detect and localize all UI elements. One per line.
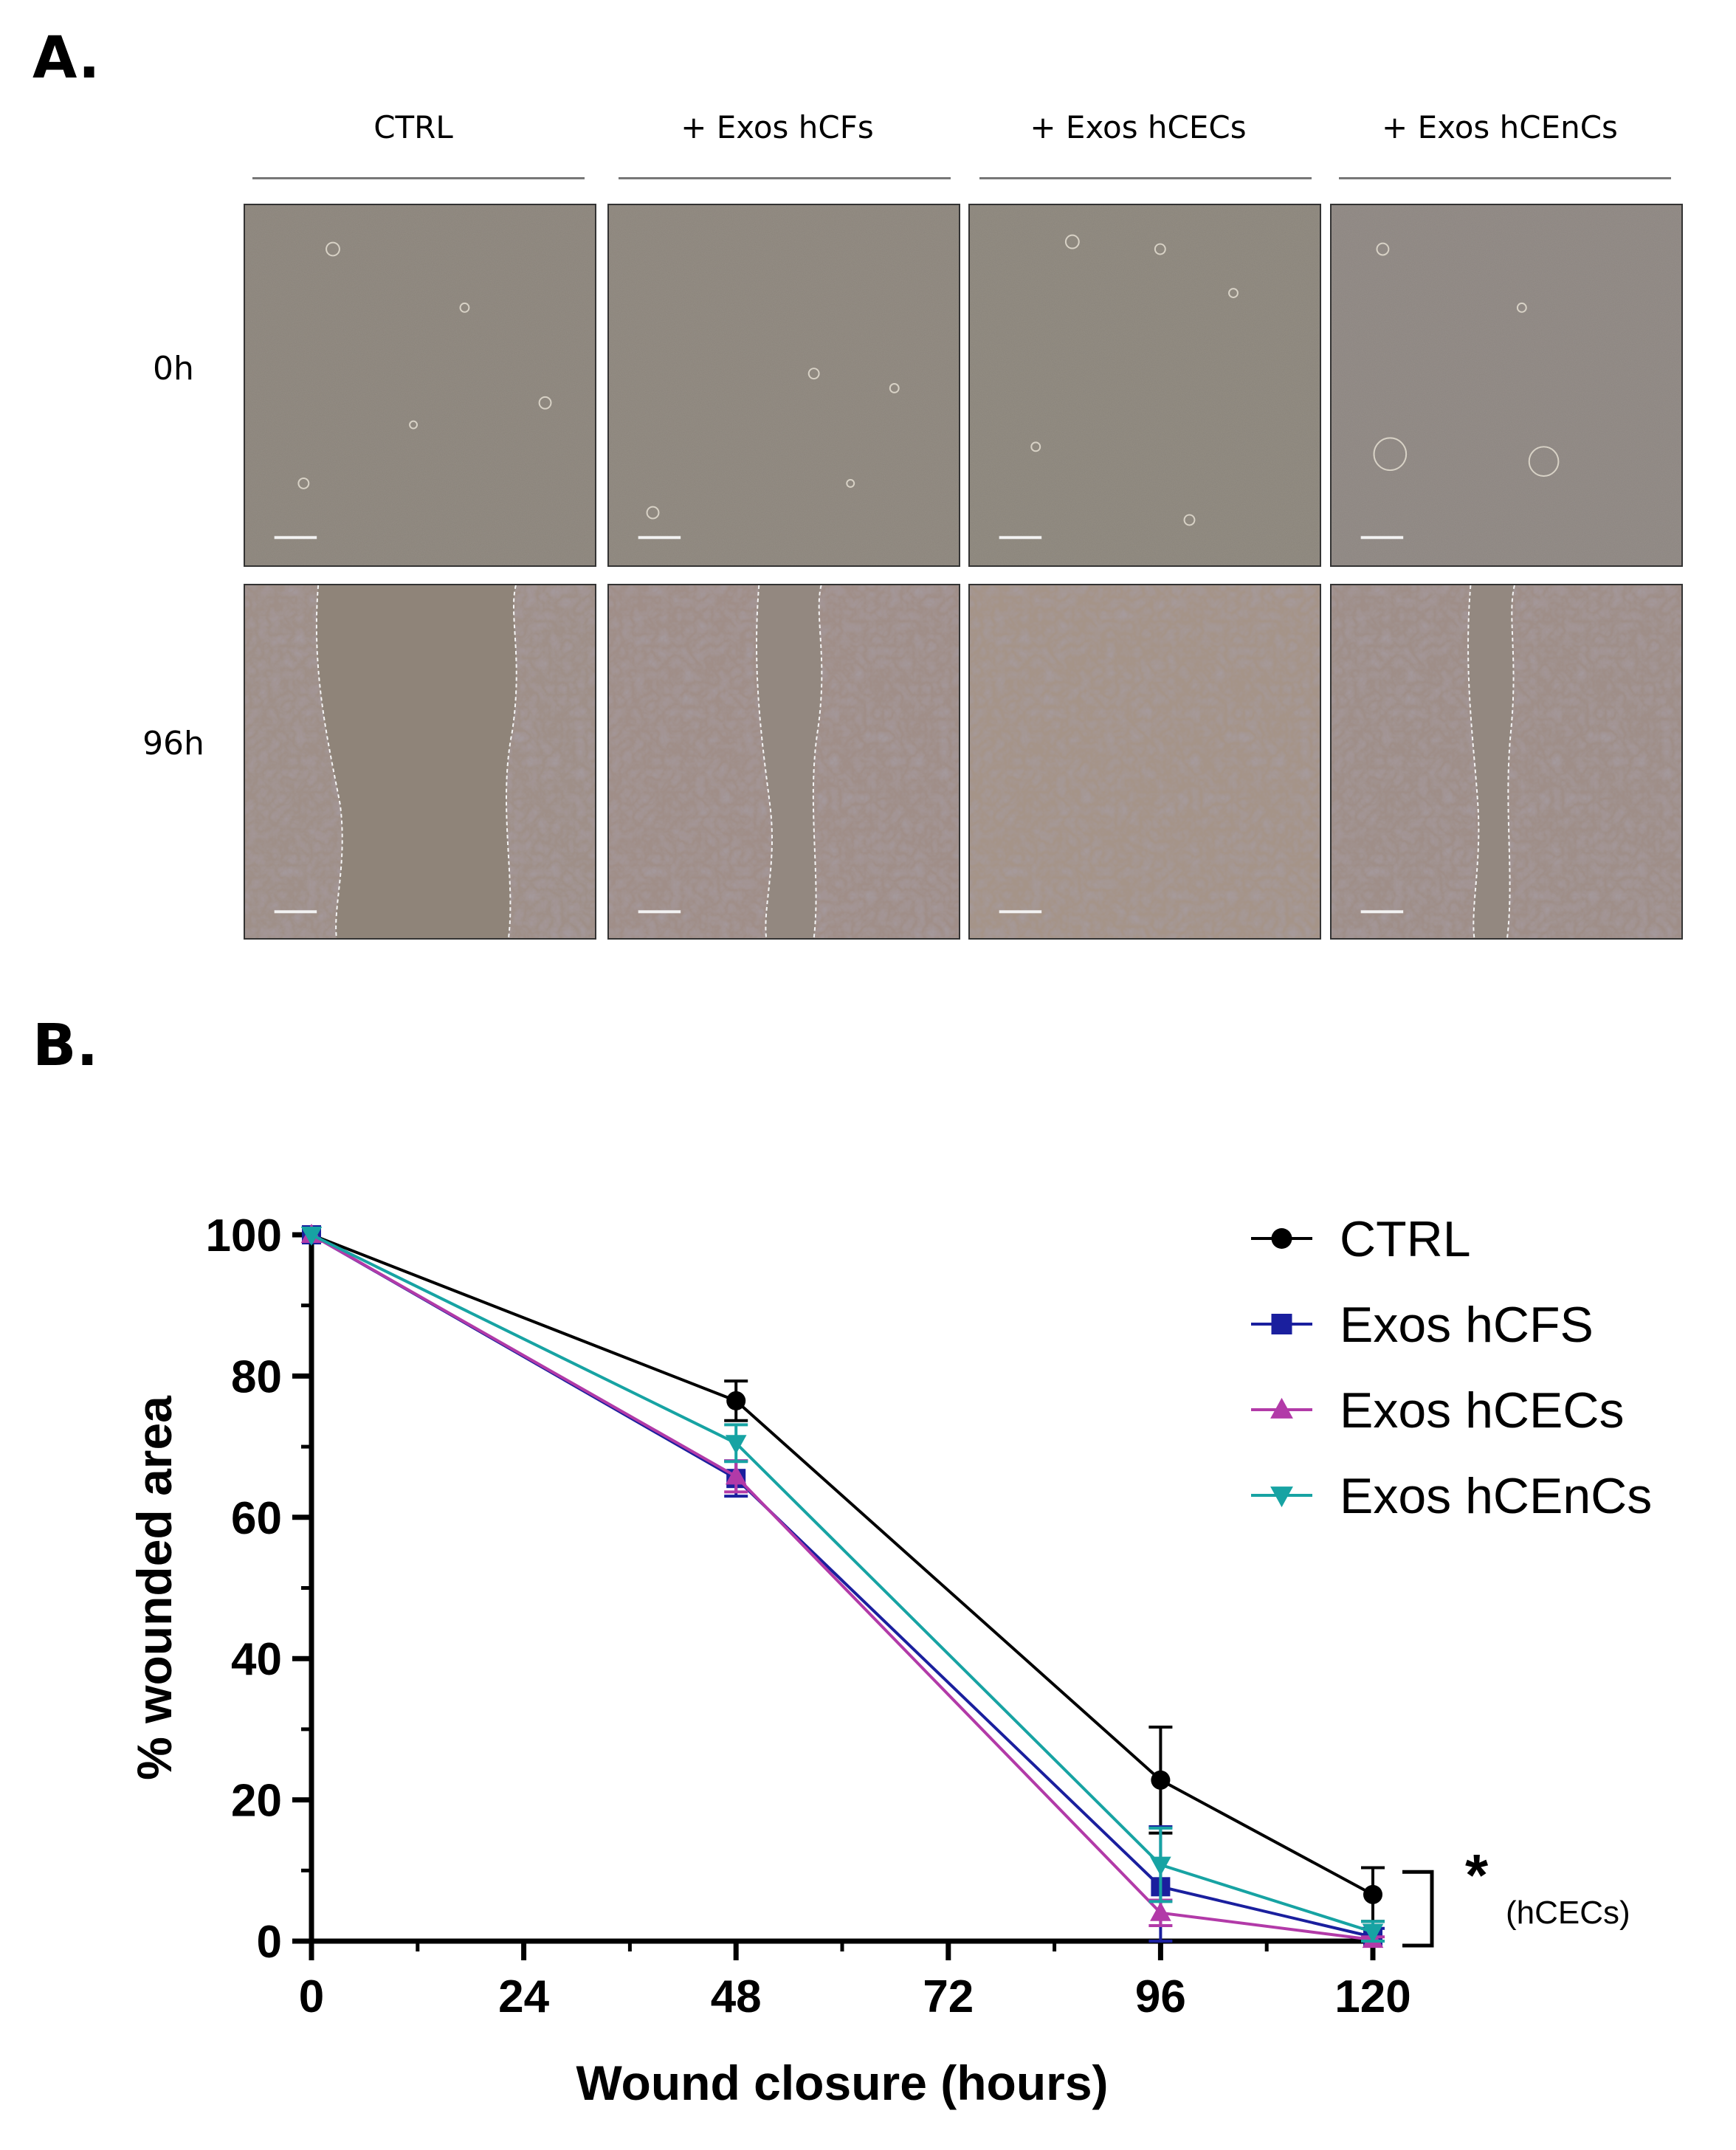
x-tick-label: 120	[1334, 1971, 1410, 2022]
data-point	[726, 1391, 746, 1410]
micrograph-ctrl-96h	[244, 584, 596, 940]
data-point	[1363, 1884, 1382, 1904]
legend-label: Exos hCECs	[1340, 1382, 1624, 1438]
series-exos-hcencs	[300, 1226, 1385, 1943]
data-point	[1151, 1770, 1171, 1790]
series-line	[311, 1233, 1374, 1942]
legend-label: Exos hCFS	[1340, 1297, 1594, 1353]
legend-swatch-marker	[1270, 1486, 1293, 1508]
column-header-ctrl: CTRL	[373, 109, 453, 145]
data-point	[725, 1435, 747, 1455]
x-axis-label: Wound closure (hours)	[576, 2056, 1108, 2110]
significance-bracket	[1402, 1870, 1434, 1948]
legend-swatch-marker	[1271, 1314, 1292, 1334]
significance-star: *	[1465, 1842, 1489, 1908]
y-tick-label: 100	[206, 1210, 282, 1261]
chart-series	[300, 1224, 1385, 1949]
data-point	[725, 1465, 747, 1485]
column-header-hcencs: + Exos hCEnCs	[1382, 109, 1618, 145]
y-tick-label: 80	[231, 1351, 282, 1402]
data-point	[1150, 1901, 1171, 1921]
data-point	[1362, 1923, 1384, 1943]
y-axis-label: % wounded area	[127, 1395, 182, 1780]
micrograph-hcecs-96h	[968, 584, 1321, 940]
chart-legend: CTRL Exos hCFS Exos hCECs Exos hCEnCs	[1251, 1211, 1652, 1524]
significance-label: (hCECs)	[1506, 1895, 1630, 1931]
column-rule	[979, 177, 1312, 179]
data-point	[300, 1226, 323, 1246]
legend-entry: CTRL	[1251, 1211, 1471, 1267]
row-label-0h: 0h	[153, 350, 194, 387]
legend-entry: Exos hCFS	[1251, 1297, 1594, 1353]
data-point	[1150, 1856, 1171, 1876]
column-rule	[252, 177, 585, 179]
y-tick-label: 0	[257, 1917, 282, 1968]
x-tick-label: 96	[1135, 1971, 1186, 2022]
panel-a-label: A.	[32, 25, 100, 92]
micrograph-ctrl-0h	[244, 204, 596, 567]
chart-annotation: * (hCECs)	[1402, 1842, 1630, 1948]
panel-b-label: B.	[32, 1013, 99, 1079]
micrograph-hcfs-96h	[607, 584, 960, 940]
micrograph-hcencs-0h	[1330, 204, 1683, 567]
x-tick-label: 72	[923, 1971, 974, 2022]
x-tick-label: 24	[498, 1971, 549, 2022]
column-rule	[1339, 177, 1671, 179]
legend-label: Exos hCEnCs	[1340, 1468, 1652, 1524]
series-line	[311, 1233, 1374, 1896]
micrograph-hcecs-0h	[968, 204, 1321, 567]
y-tick-label: 40	[231, 1634, 282, 1685]
column-header-hcfs: + Exos hCFs	[681, 109, 874, 145]
legend-swatch-marker	[1270, 1397, 1293, 1419]
column-header-hcecs: + Exos hCECs	[1030, 109, 1247, 145]
x-tick-label: 48	[711, 1971, 762, 2022]
legend-entry: Exos hCECs	[1251, 1382, 1624, 1438]
chart-axes: 0 20 40 60 80 100 0 24 48 72 96 120 Wound closure (h…	[127, 1210, 1411, 2110]
x-tick-label: 0	[299, 1971, 324, 2022]
micrograph-hcencs-96h	[1330, 584, 1683, 940]
column-rule	[619, 177, 951, 179]
legend-swatch-marker	[1271, 1228, 1292, 1249]
series-line	[311, 1233, 1374, 1934]
row-label-96h: 96h	[142, 725, 204, 762]
legend-entry: Exos hCEnCs	[1251, 1468, 1652, 1524]
chart-svg: 0 20 40 60 80 100 0 24 48 72 96 120 Wound closure (h…	[127, 1210, 1652, 2110]
wound-closure-chart: 0 20 40 60 80 100 0 24 48 72 96 120 Wound closure (h…	[0, 1151, 1736, 2150]
series-ctrl	[302, 1225, 1385, 1923]
y-tick-label: 60	[231, 1493, 282, 1544]
series-exos-hcecs	[300, 1224, 1385, 1949]
legend-label: CTRL	[1340, 1211, 1471, 1267]
y-tick-label: 20	[231, 1776, 282, 1827]
micrograph-hcfs-0h	[607, 204, 960, 567]
